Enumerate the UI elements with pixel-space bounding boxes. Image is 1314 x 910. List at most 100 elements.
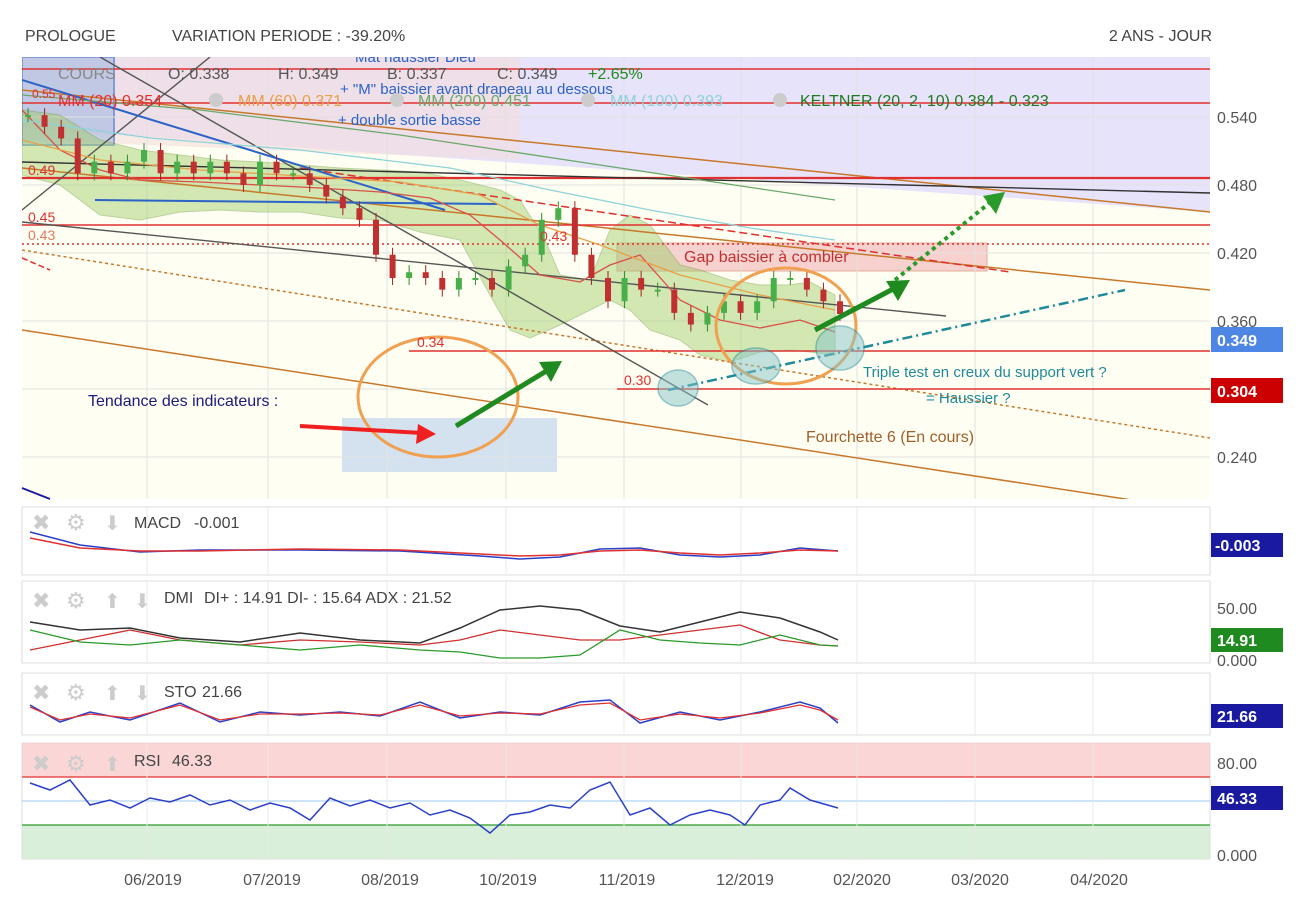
- sto-tag-value: 21.66: [1217, 709, 1257, 726]
- mm200-line: [22, 94, 836, 201]
- dmi-value: DI+ : 14.91 DI- : 15.64 ADX : 21.52: [204, 590, 452, 607]
- dmi-y-bottom: 0.000: [1217, 653, 1257, 670]
- y-tick: 0.420: [1217, 246, 1257, 263]
- close-icon[interactable]: ✖: [32, 751, 50, 776]
- annotation-triple: Triple test en creux du support vert ?: [863, 364, 1107, 381]
- settings-icon[interactable]: [581, 93, 595, 107]
- candle-body: [290, 173, 297, 176]
- candle-body: [770, 278, 777, 302]
- dmi-y-top: 50.00: [1217, 601, 1257, 618]
- candle-body: [671, 289, 678, 313]
- candle-body: [58, 126, 65, 139]
- legend-high: H: 0.349: [278, 66, 339, 83]
- candle-body: [74, 138, 81, 174]
- candle-body: [306, 173, 313, 185]
- y-tick: 0.540: [1217, 110, 1257, 127]
- rsi-y-0: 0.000: [1217, 848, 1257, 865]
- candle-body: [373, 219, 379, 255]
- level-034: 0.34: [417, 334, 444, 350]
- annotation-m-pattern: + "M" baissier avant drapeau au dessous: [340, 81, 613, 98]
- x-tick-label: 02/2020: [833, 872, 891, 889]
- green-arrow-up: [454, 361, 562, 429]
- rsi-panel: ✖ ⚙ ⬆ RSI 46.33 80.00 46.33 0.000: [21, 742, 1283, 865]
- dmi-panel: ✖ ⚙ ⬆ ⬇ DMI DI+ : 14.91 DI- : 15.64 ADX …: [21, 580, 1283, 670]
- x-tick-label: 12/2019: [716, 872, 774, 889]
- candle-body: [190, 161, 197, 174]
- candle-body: [157, 150, 164, 174]
- arrow-up-icon[interactable]: ⬆: [104, 683, 121, 705]
- macd-tag-value: -0.003: [1215, 538, 1260, 555]
- x-tick-label: 04/2020: [1070, 872, 1128, 889]
- last-price-tag: [1211, 327, 1283, 352]
- annotation-trend: Tendance des indicateurs :: [88, 393, 278, 410]
- close-icon[interactable]: ✖: [32, 588, 50, 613]
- candle-body: [654, 289, 661, 292]
- settings-icon[interactable]: [773, 93, 787, 107]
- candle-body: [406, 272, 413, 278]
- candle-body: [489, 278, 495, 290]
- close-icon[interactable]: ✖: [32, 510, 50, 535]
- candle-body: [571, 208, 578, 255]
- arrow-up-icon[interactable]: ⬆: [104, 591, 121, 613]
- settings-icon[interactable]: [390, 93, 404, 107]
- green-dotted-arrow: [893, 192, 1005, 282]
- gear-icon[interactable]: ⚙: [66, 510, 86, 535]
- indicator-ellipse: [356, 335, 520, 459]
- grid-lines: [22, 57, 1210, 499]
- candle-body: [25, 115, 31, 118]
- candle-body: [439, 278, 446, 290]
- legend-cours: COURS: [58, 66, 116, 83]
- candle-body: [257, 161, 263, 185]
- arrow-down-icon[interactable]: ⬇: [134, 683, 151, 705]
- candle-body: [455, 278, 462, 290]
- legend-close: C: 0.349: [497, 66, 558, 83]
- reversal-ellipse: [714, 266, 858, 386]
- main-legend: COURS O: 0.338 H: 0.349 B: 0.337 C: 0.34…: [58, 66, 1049, 110]
- candle-body: [141, 150, 147, 162]
- candle-body: [737, 301, 744, 313]
- settings-icon[interactable]: [209, 93, 223, 107]
- candle-body: [273, 161, 280, 174]
- candle-body: [803, 278, 810, 290]
- candle-body: [174, 161, 181, 174]
- dmi-tag-value: 14.91: [1217, 633, 1257, 650]
- close-icon[interactable]: ✖: [32, 680, 50, 705]
- gear-icon[interactable]: ⚙: [66, 751, 86, 776]
- candle-body: [555, 208, 562, 220]
- annotation-mat: Mat haussier Dieu: [355, 49, 476, 66]
- candle-body: [505, 266, 512, 290]
- mm60-line: [22, 139, 836, 311]
- candle-body: [538, 219, 545, 255]
- mm100-line: [22, 119, 836, 241]
- candle-body: [339, 196, 346, 209]
- candle-body: [721, 301, 727, 313]
- level-055: 0.55: [32, 87, 56, 101]
- sto-value: 21.66: [202, 684, 242, 701]
- legend-mm200: MM (200) 0.451: [418, 93, 531, 110]
- arrow-up-icon[interactable]: ⬆: [104, 754, 121, 776]
- legend-mm20: MM (20) 0.354: [58, 93, 162, 110]
- candle-body: [41, 115, 48, 127]
- sto-tag: [1211, 704, 1283, 728]
- candle-body: [107, 161, 114, 174]
- dmi-tag: [1211, 628, 1283, 652]
- legend-mm60: MM (60) 0.371: [238, 93, 342, 110]
- candle-body: [240, 173, 247, 185]
- rsi-title: RSI: [134, 753, 161, 770]
- gear-icon[interactable]: ⚙: [66, 680, 86, 705]
- variation-label: VARIATION PERIODE : -39.20%: [172, 28, 406, 45]
- candle-body: [207, 161, 214, 174]
- candle-body: [787, 278, 794, 280]
- gear-icon[interactable]: ⚙: [66, 588, 86, 613]
- sto-title: STO: [164, 684, 197, 701]
- candle-body: [820, 289, 827, 302]
- y-tick: 0.480: [1217, 178, 1257, 195]
- macd-value: -0.001: [194, 515, 239, 532]
- range-selector[interactable]: 2 ANS - JOUR: [1108, 28, 1212, 45]
- annotation-fourchette: Fourchette 6 (En cours): [806, 429, 974, 446]
- arrow-down-icon[interactable]: ⬇: [134, 591, 151, 613]
- candle-body: [704, 312, 711, 325]
- arrow-down-icon[interactable]: ⬇: [104, 513, 121, 535]
- candle-body: [91, 161, 98, 174]
- level-049: 0.49: [28, 162, 55, 178]
